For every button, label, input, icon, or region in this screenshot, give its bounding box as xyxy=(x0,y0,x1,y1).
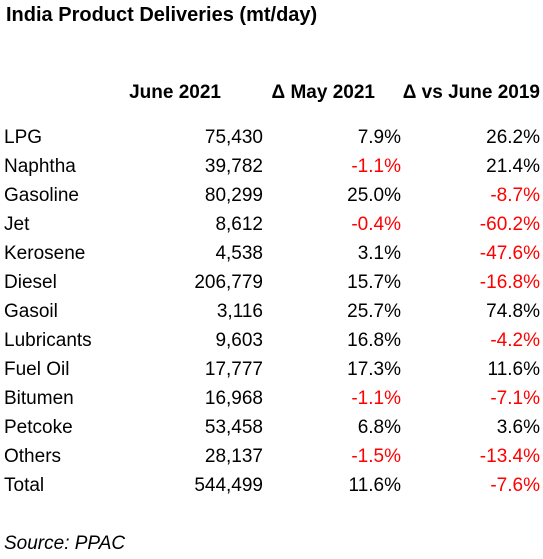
table-row: Fuel Oil 17,777 17.3% 11.6% xyxy=(0,357,543,386)
cell-delta-may-2021: -1.1% xyxy=(351,156,401,177)
source-note: Source: PPAC xyxy=(4,533,126,554)
row-label: Diesel xyxy=(4,272,57,293)
table-row: Jet 8,612 -0.4% -60.2% xyxy=(0,212,543,241)
cell-delta-may-2021: -1.5% xyxy=(351,446,401,467)
cell-june-2021: 4,538 xyxy=(215,243,263,264)
table-row: Bitumen 16,968 -1.1% -7.1% xyxy=(0,386,543,415)
header-june-2021: June 2021 xyxy=(129,82,221,103)
cell-delta-may-2021: 25.0% xyxy=(347,185,401,206)
row-label: Kerosene xyxy=(4,243,86,264)
cell-delta-june-2019: -4.2% xyxy=(490,330,540,351)
cell-june-2021: 53,458 xyxy=(204,417,263,438)
cell-delta-may-2021: -0.4% xyxy=(351,214,401,235)
cell-delta-june-2019: -8.7% xyxy=(490,185,540,206)
table-body: LPG 75,430 7.9% 26.2% Naphtha 39,782 -1.1% 21.4… xyxy=(0,125,543,502)
cell-delta-may-2021: 16.8% xyxy=(347,330,401,351)
cell-june-2021: 206,779 xyxy=(194,272,263,293)
row-label: Jet xyxy=(4,214,30,235)
cell-delta-may-2021: 25.7% xyxy=(347,301,401,322)
row-label: Gasoil xyxy=(4,301,58,322)
row-label: Total xyxy=(4,475,45,496)
cell-delta-june-2019: 21.4% xyxy=(486,156,540,177)
table-row: Others 28,137 -1.5% -13.4% xyxy=(0,444,543,473)
header-delta-june-2019: Δ vs June 2019 xyxy=(402,82,540,103)
cell-delta-june-2019: -16.8% xyxy=(479,272,540,293)
cell-delta-june-2019: -13.4% xyxy=(479,446,540,467)
cell-delta-june-2019: -7.1% xyxy=(490,388,540,409)
table-row: LPG 75,430 7.9% 26.2% xyxy=(0,125,543,154)
cell-june-2021: 75,430 xyxy=(204,127,263,148)
cell-delta-may-2021: -1.1% xyxy=(351,388,401,409)
cell-delta-june-2019: 74.8% xyxy=(486,301,540,322)
table-row: Lubricants 9,603 16.8% -4.2% xyxy=(0,328,543,357)
cell-delta-june-2019: 3.6% xyxy=(496,417,540,438)
table-title: India Product Deliveries (mt/day) xyxy=(6,4,318,26)
cell-delta-june-2019: 26.2% xyxy=(486,127,540,148)
cell-delta-may-2021: 17.3% xyxy=(347,359,401,380)
table-row: Total 544,499 11.6% -7.6% xyxy=(0,473,543,502)
table-row: Naphtha 39,782 -1.1% 21.4% xyxy=(0,154,543,183)
row-label: Fuel Oil xyxy=(4,359,70,380)
cell-delta-may-2021: 6.8% xyxy=(357,417,401,438)
cell-delta-june-2019: -60.2% xyxy=(479,214,540,235)
cell-june-2021: 28,137 xyxy=(204,446,263,467)
row-label: Naphtha xyxy=(4,156,76,177)
table-row: Kerosene 4,538 3.1% -47.6% xyxy=(0,241,543,270)
cell-delta-june-2019: -7.6% xyxy=(490,475,540,496)
cell-delta-may-2021: 11.6% xyxy=(348,475,401,496)
row-label: Gasoline xyxy=(4,185,79,206)
table-row: Gasoil 3,116 25.7% 74.8% xyxy=(0,299,543,328)
cell-delta-june-2019: 11.6% xyxy=(487,359,540,380)
cell-delta-may-2021: 15.7% xyxy=(347,272,401,293)
cell-june-2021: 9,603 xyxy=(215,330,263,351)
table-row: Petcoke 53,458 6.8% 3.6% xyxy=(0,415,543,444)
cell-june-2021: 8,612 xyxy=(215,214,263,235)
cell-delta-may-2021: 3.1% xyxy=(357,243,401,264)
header-delta-may-2021: Δ May 2021 xyxy=(271,82,375,103)
cell-june-2021: 39,782 xyxy=(204,156,263,177)
row-label: Petcoke xyxy=(4,417,73,438)
row-label: Lubricants xyxy=(4,330,92,351)
row-label: Others xyxy=(4,446,62,467)
cell-june-2021: 80,299 xyxy=(204,185,263,206)
cell-delta-june-2019: -47.6% xyxy=(479,243,540,264)
cell-delta-may-2021: 7.9% xyxy=(357,127,401,148)
cell-june-2021: 16,968 xyxy=(204,388,263,409)
table-row: Diesel 206,779 15.7% -16.8% xyxy=(0,270,543,299)
cell-june-2021: 17,777 xyxy=(204,359,263,380)
row-label: Bitumen xyxy=(4,388,74,409)
cell-june-2021: 544,499 xyxy=(194,475,263,496)
table-row: Gasoline 80,299 25.0% -8.7% xyxy=(0,183,543,212)
cell-june-2021: 3,116 xyxy=(216,301,263,322)
row-label: LPG xyxy=(4,127,43,148)
